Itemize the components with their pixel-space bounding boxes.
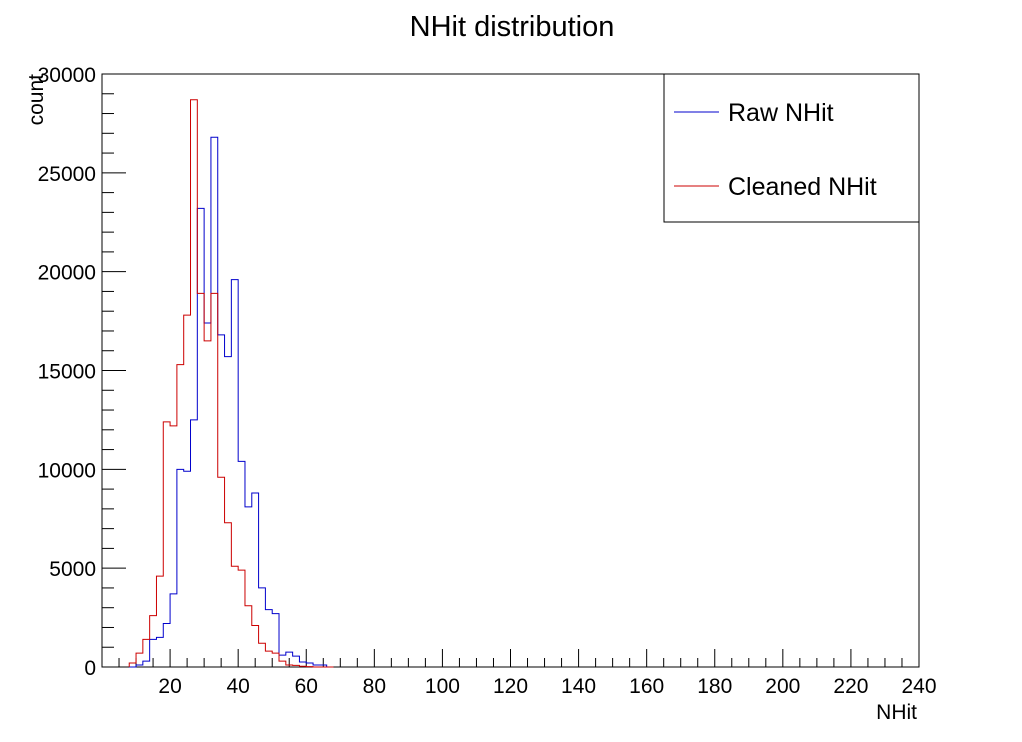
series-layer: [128, 99, 334, 668]
x-tick-label: 240: [901, 675, 936, 698]
x-axis: 20 40 60 80 100 120 140 160 180 200 220 240: [118, 649, 937, 698]
y-tick-label: 25000: [38, 163, 96, 186]
x-tick-label: 160: [629, 675, 664, 698]
series-line-cleaned: [128, 99, 334, 668]
x-tick-label: 80: [363, 675, 386, 698]
series-line-raw: [129, 136, 334, 668]
y-tick-label: 5000: [49, 558, 96, 581]
x-tick-label: 220: [833, 675, 868, 698]
chart-title: NHit distribution: [410, 11, 615, 43]
legend-label-cleaned: Cleaned NHit: [728, 173, 877, 201]
y-tick-label: 15000: [38, 361, 96, 384]
x-tick-label: 120: [493, 675, 528, 698]
y-tick-label: 10000: [38, 459, 96, 482]
x-tick-label: 180: [697, 675, 732, 698]
x-tick-label: 20: [158, 675, 181, 698]
y-axis: 0 5000 10000 15000 20000 25000 30000: [38, 64, 126, 680]
y-tick-label: 30000: [38, 64, 96, 87]
legend-box: [663, 73, 920, 223]
y-tick-label: 20000: [38, 262, 96, 285]
legend-label-raw: Raw NHit: [728, 99, 834, 127]
x-tick-label: 200: [765, 675, 800, 698]
x-axis-label: NHit: [876, 701, 917, 724]
x-tick-label: 60: [295, 675, 318, 698]
y-axis-label: count: [25, 74, 48, 126]
legend: Raw NHit Cleaned NHit: [663, 73, 920, 223]
x-tick-label: 140: [561, 675, 596, 698]
y-tick-label: 0: [84, 657, 96, 680]
x-tick-label: 40: [226, 675, 249, 698]
x-tick-label: 100: [425, 675, 460, 698]
